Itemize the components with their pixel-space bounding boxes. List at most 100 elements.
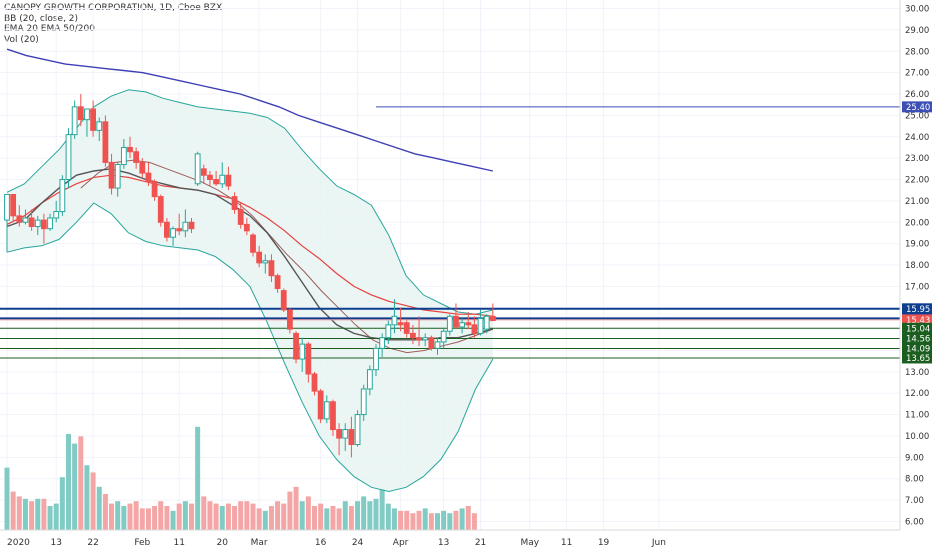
volume-bar (404, 510, 410, 530)
candle-body (200, 168, 207, 176)
volume-bar (4, 467, 10, 530)
volume-bar (281, 503, 287, 530)
candle-body (440, 330, 447, 343)
candle-body (434, 341, 441, 349)
candle-body (157, 196, 164, 223)
candles (4, 94, 496, 458)
price-tick-label: 21.00 (905, 197, 929, 207)
candle-body (219, 174, 226, 185)
candle-body (342, 429, 349, 439)
time-axis: 2020 13 22 Feb 11 20 Mar 16 24 Apr 13 21 May 11 19 Jun (7, 538, 666, 548)
price-tick-label: 11.00 (905, 411, 929, 421)
volume-bar (139, 508, 145, 530)
candle-body (47, 217, 53, 230)
volume-bar (318, 503, 324, 530)
volume-bar (84, 465, 90, 530)
level-label-bg (902, 352, 932, 364)
candle-body (188, 221, 195, 230)
candle-body (243, 223, 250, 232)
volume-bar (262, 510, 268, 530)
level-label: 13.65 (906, 354, 930, 364)
time-tick-label: 21 (475, 538, 486, 548)
volume-bar (336, 508, 342, 530)
candle-body (164, 221, 170, 238)
candle-body (145, 172, 152, 183)
volume-bar (367, 501, 373, 530)
level-label: 15.95 (906, 305, 930, 315)
candle-body (84, 108, 90, 121)
volume-bar (330, 506, 336, 530)
time-tick-label: 11 (173, 538, 184, 548)
volume-bar (109, 503, 115, 530)
volume-bar (453, 510, 459, 530)
volume-bar (355, 501, 361, 530)
candle-body (311, 373, 318, 392)
candle-body (262, 260, 269, 264)
volume-bar (133, 501, 139, 530)
time-tick-label: Apr (393, 538, 409, 548)
volume-bar (29, 501, 35, 530)
level-label-bg (902, 333, 932, 345)
volume-bar (41, 498, 47, 530)
candle-body (422, 337, 429, 341)
volume-bar (379, 489, 385, 530)
candle-body (256, 251, 263, 264)
time-tick-label: 19 (598, 538, 610, 548)
volume-bars (4, 426, 477, 530)
candle-body (194, 153, 201, 185)
volume-bar (121, 506, 127, 530)
volume-bar (275, 501, 281, 530)
volume-bar (428, 513, 434, 530)
volume-bar (207, 501, 213, 530)
volume-bar (250, 503, 256, 530)
chart-legend: CANOPY GROWTH CORPORATION, 1D, Cboe BZX … (4, 3, 222, 45)
time-tick-label: May (520, 538, 539, 548)
legend-bb: BB (20, close, 2) (4, 13, 79, 24)
price-tick-label: 13.00 (905, 368, 929, 378)
volume-bar (182, 501, 188, 530)
volume-bar (244, 501, 250, 530)
candle-body (391, 315, 398, 326)
candle-body (170, 228, 176, 238)
level-label-bg (902, 303, 932, 315)
legend-title: CANOPY GROWTH CORPORATION, 1D, Cboe BZX (4, 3, 223, 13)
candle-body (397, 322, 404, 326)
level-label: 14.56 (906, 335, 930, 345)
time-tick-label: Mar (251, 538, 268, 548)
volume-bar (10, 491, 16, 530)
legend-vol: Vol (20) (4, 34, 39, 45)
level-label-bg (902, 314, 932, 326)
price-tick-label: 20.00 (905, 218, 929, 228)
candle-body (471, 324, 478, 334)
price-tick-label: 9.00 (905, 453, 924, 463)
volume-bar (127, 503, 133, 530)
candle-body (410, 332, 416, 339)
candle-body (459, 322, 466, 328)
volume-bar (22, 498, 28, 530)
bollinger-band-fill (7, 89, 493, 492)
candle-body (127, 146, 133, 153)
price-tick-label: 10.00 (905, 432, 929, 442)
volume-bar (232, 506, 238, 530)
volume-bar (447, 513, 453, 530)
volume-bar (348, 506, 354, 530)
time-tick-label: Feb (134, 538, 150, 548)
volume-bar (441, 510, 447, 530)
price-tick-label: 25.00 (905, 111, 929, 121)
candle-body (250, 234, 256, 253)
volume-bar (398, 510, 404, 530)
candle-body (385, 324, 392, 339)
price-tick-label: 27.00 (905, 69, 929, 79)
volume-bar (59, 477, 65, 530)
candle-body (176, 228, 183, 232)
time-tick-label: 13 (438, 538, 449, 548)
volume-bar (324, 508, 330, 530)
volume-bar (47, 506, 53, 530)
volume-bar (115, 501, 121, 530)
price-tick-label: 6.00 (905, 517, 924, 527)
candle-body (4, 193, 10, 221)
volume-bar (145, 508, 151, 530)
volume-bar (471, 513, 477, 530)
level-label: 15.04 (906, 324, 930, 334)
